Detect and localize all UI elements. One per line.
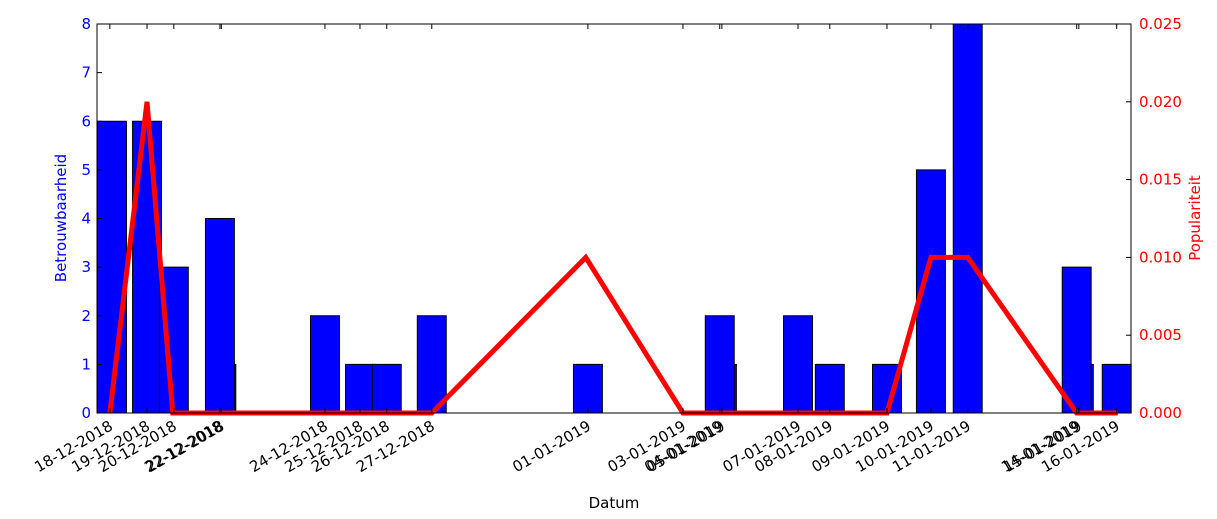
y2-tick-label: 0.025: [1139, 15, 1182, 33]
bar: [783, 315, 813, 414]
y2-axis-label: Populariteit: [1186, 175, 1204, 261]
bar: [704, 315, 735, 414]
y2-tick-label: 0.005: [1139, 326, 1182, 344]
bar: [1101, 363, 1132, 414]
bar: [814, 363, 845, 414]
bar: [204, 218, 235, 414]
y2-tick-label: 0.015: [1139, 171, 1182, 189]
y-tick-label: 0: [81, 404, 91, 422]
y-tick-label: 3: [81, 258, 91, 276]
bar: [344, 363, 375, 414]
bar: [97, 120, 127, 414]
y-tick-label: 1: [81, 355, 91, 373]
bar: [952, 23, 983, 414]
bar: [416, 315, 447, 414]
y-tick-label: 8: [81, 15, 91, 33]
bar: [371, 363, 402, 414]
bar: [309, 315, 340, 414]
x-tick-label: 01-01-2019: [509, 417, 594, 476]
y-axis-label: Betrouwbaarheid: [52, 154, 70, 282]
bar: [132, 120, 162, 414]
y-tick-label: 6: [81, 112, 91, 130]
y2-tick-label: 0.010: [1139, 248, 1182, 266]
x-axis-label: Datum: [589, 494, 640, 512]
y2-tick-label: 0.000: [1139, 404, 1182, 422]
bar: [1061, 266, 1092, 414]
y-tick-label: 5: [81, 161, 91, 179]
y-tick-label: 2: [81, 307, 91, 325]
bar: [572, 363, 603, 414]
bar: [915, 169, 946, 414]
y-tick-label: 4: [81, 210, 91, 228]
y-tick-label: 7: [81, 64, 91, 82]
y2-tick-label: 0.020: [1139, 93, 1182, 111]
